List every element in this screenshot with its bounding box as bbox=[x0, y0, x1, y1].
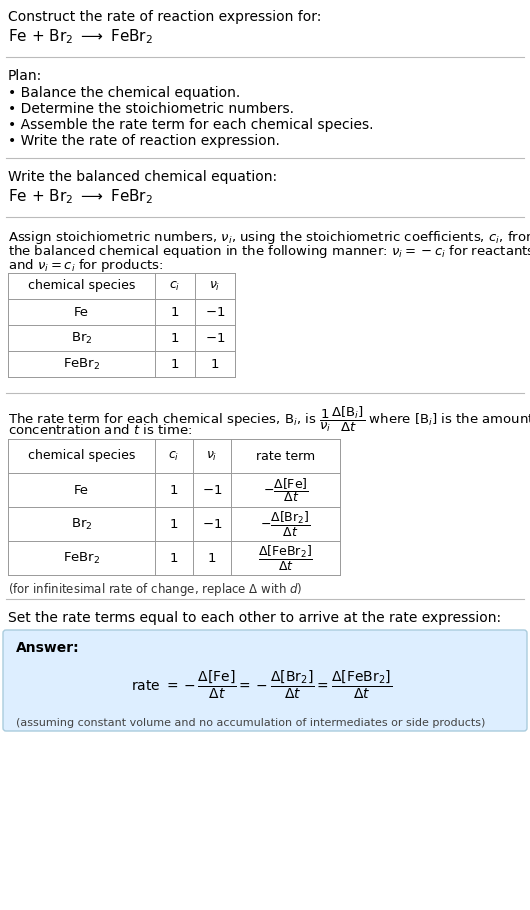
Text: chemical species: chemical species bbox=[28, 450, 135, 462]
Text: Fe: Fe bbox=[74, 483, 89, 497]
Text: Write the balanced chemical equation:: Write the balanced chemical equation: bbox=[8, 170, 277, 184]
Text: 1: 1 bbox=[171, 331, 179, 345]
Text: Set the rate terms equal to each other to arrive at the rate expression:: Set the rate terms equal to each other t… bbox=[8, 611, 501, 625]
Text: • Write the rate of reaction expression.: • Write the rate of reaction expression. bbox=[8, 134, 280, 148]
Text: • Balance the chemical equation.: • Balance the chemical equation. bbox=[8, 86, 240, 100]
Text: $-1$: $-1$ bbox=[205, 306, 225, 318]
Text: $1$: $1$ bbox=[210, 358, 219, 370]
Text: Br$_2$: Br$_2$ bbox=[70, 330, 92, 346]
Text: Plan:: Plan: bbox=[8, 69, 42, 83]
Text: FeBr$_2$: FeBr$_2$ bbox=[63, 551, 100, 565]
Text: rate $= -\dfrac{\Delta[\mathrm{Fe}]}{\Delta t} = -\dfrac{\Delta[\mathrm{Br}_2]}{: rate $= -\dfrac{\Delta[\mathrm{Fe}]}{\De… bbox=[131, 669, 393, 702]
Text: $1$: $1$ bbox=[207, 551, 217, 564]
Text: and $\nu_i = c_i$ for products:: and $\nu_i = c_i$ for products: bbox=[8, 257, 164, 274]
Text: 1: 1 bbox=[170, 483, 178, 497]
Text: (for infinitesimal rate of change, replace $\Delta$ with $d$): (for infinitesimal rate of change, repla… bbox=[8, 581, 303, 598]
Text: Fe + Br$_2$ $\longrightarrow$ FeBr$_2$: Fe + Br$_2$ $\longrightarrow$ FeBr$_2$ bbox=[8, 27, 153, 46]
Text: Fe + Br$_2$ $\longrightarrow$ FeBr$_2$: Fe + Br$_2$ $\longrightarrow$ FeBr$_2$ bbox=[8, 187, 153, 206]
Text: • Determine the stoichiometric numbers.: • Determine the stoichiometric numbers. bbox=[8, 102, 294, 116]
Text: The rate term for each chemical species, B$_i$, is $\dfrac{1}{\nu_i}\dfrac{\Delt: The rate term for each chemical species,… bbox=[8, 405, 530, 434]
Text: • Assemble the rate term for each chemical species.: • Assemble the rate term for each chemic… bbox=[8, 118, 374, 132]
Text: Construct the rate of reaction expression for:: Construct the rate of reaction expressio… bbox=[8, 10, 321, 24]
Text: FeBr$_2$: FeBr$_2$ bbox=[63, 357, 100, 371]
Text: $-\dfrac{\Delta[\mathrm{Br}_2]}{\Delta t}$: $-\dfrac{\Delta[\mathrm{Br}_2]}{\Delta t… bbox=[260, 510, 311, 539]
Text: 1: 1 bbox=[170, 518, 178, 531]
Text: $-\dfrac{\Delta[\mathrm{Fe}]}{\Delta t}$: $-\dfrac{\Delta[\mathrm{Fe}]}{\Delta t}$ bbox=[263, 476, 308, 504]
Text: chemical species: chemical species bbox=[28, 279, 135, 292]
Text: $-1$: $-1$ bbox=[202, 518, 222, 531]
Text: (assuming constant volume and no accumulation of intermediates or side products): (assuming constant volume and no accumul… bbox=[16, 718, 485, 728]
Text: 1: 1 bbox=[170, 551, 178, 564]
Text: rate term: rate term bbox=[256, 450, 315, 462]
FancyBboxPatch shape bbox=[3, 630, 527, 731]
Text: 1: 1 bbox=[171, 306, 179, 318]
Text: $\dfrac{\Delta[\mathrm{FeBr}_2]}{\Delta t}$: $\dfrac{\Delta[\mathrm{FeBr}_2]}{\Delta … bbox=[258, 543, 313, 572]
Text: concentration and $t$ is time:: concentration and $t$ is time: bbox=[8, 423, 192, 437]
Text: $-1$: $-1$ bbox=[205, 331, 225, 345]
Text: 1: 1 bbox=[171, 358, 179, 370]
Text: Assign stoichiometric numbers, $\nu_i$, using the stoichiometric coefficients, $: Assign stoichiometric numbers, $\nu_i$, … bbox=[8, 229, 530, 246]
Text: Br$_2$: Br$_2$ bbox=[70, 517, 92, 531]
Text: $c_i$: $c_i$ bbox=[170, 279, 181, 292]
Text: $\nu_i$: $\nu_i$ bbox=[209, 279, 220, 292]
Text: the balanced chemical equation in the following manner: $\nu_i = -c_i$ for react: the balanced chemical equation in the fo… bbox=[8, 243, 530, 260]
Text: $\nu_i$: $\nu_i$ bbox=[206, 450, 218, 462]
Text: $-1$: $-1$ bbox=[202, 483, 222, 497]
Text: $c_i$: $c_i$ bbox=[169, 450, 180, 462]
Text: Answer:: Answer: bbox=[16, 641, 80, 655]
Text: Fe: Fe bbox=[74, 306, 89, 318]
